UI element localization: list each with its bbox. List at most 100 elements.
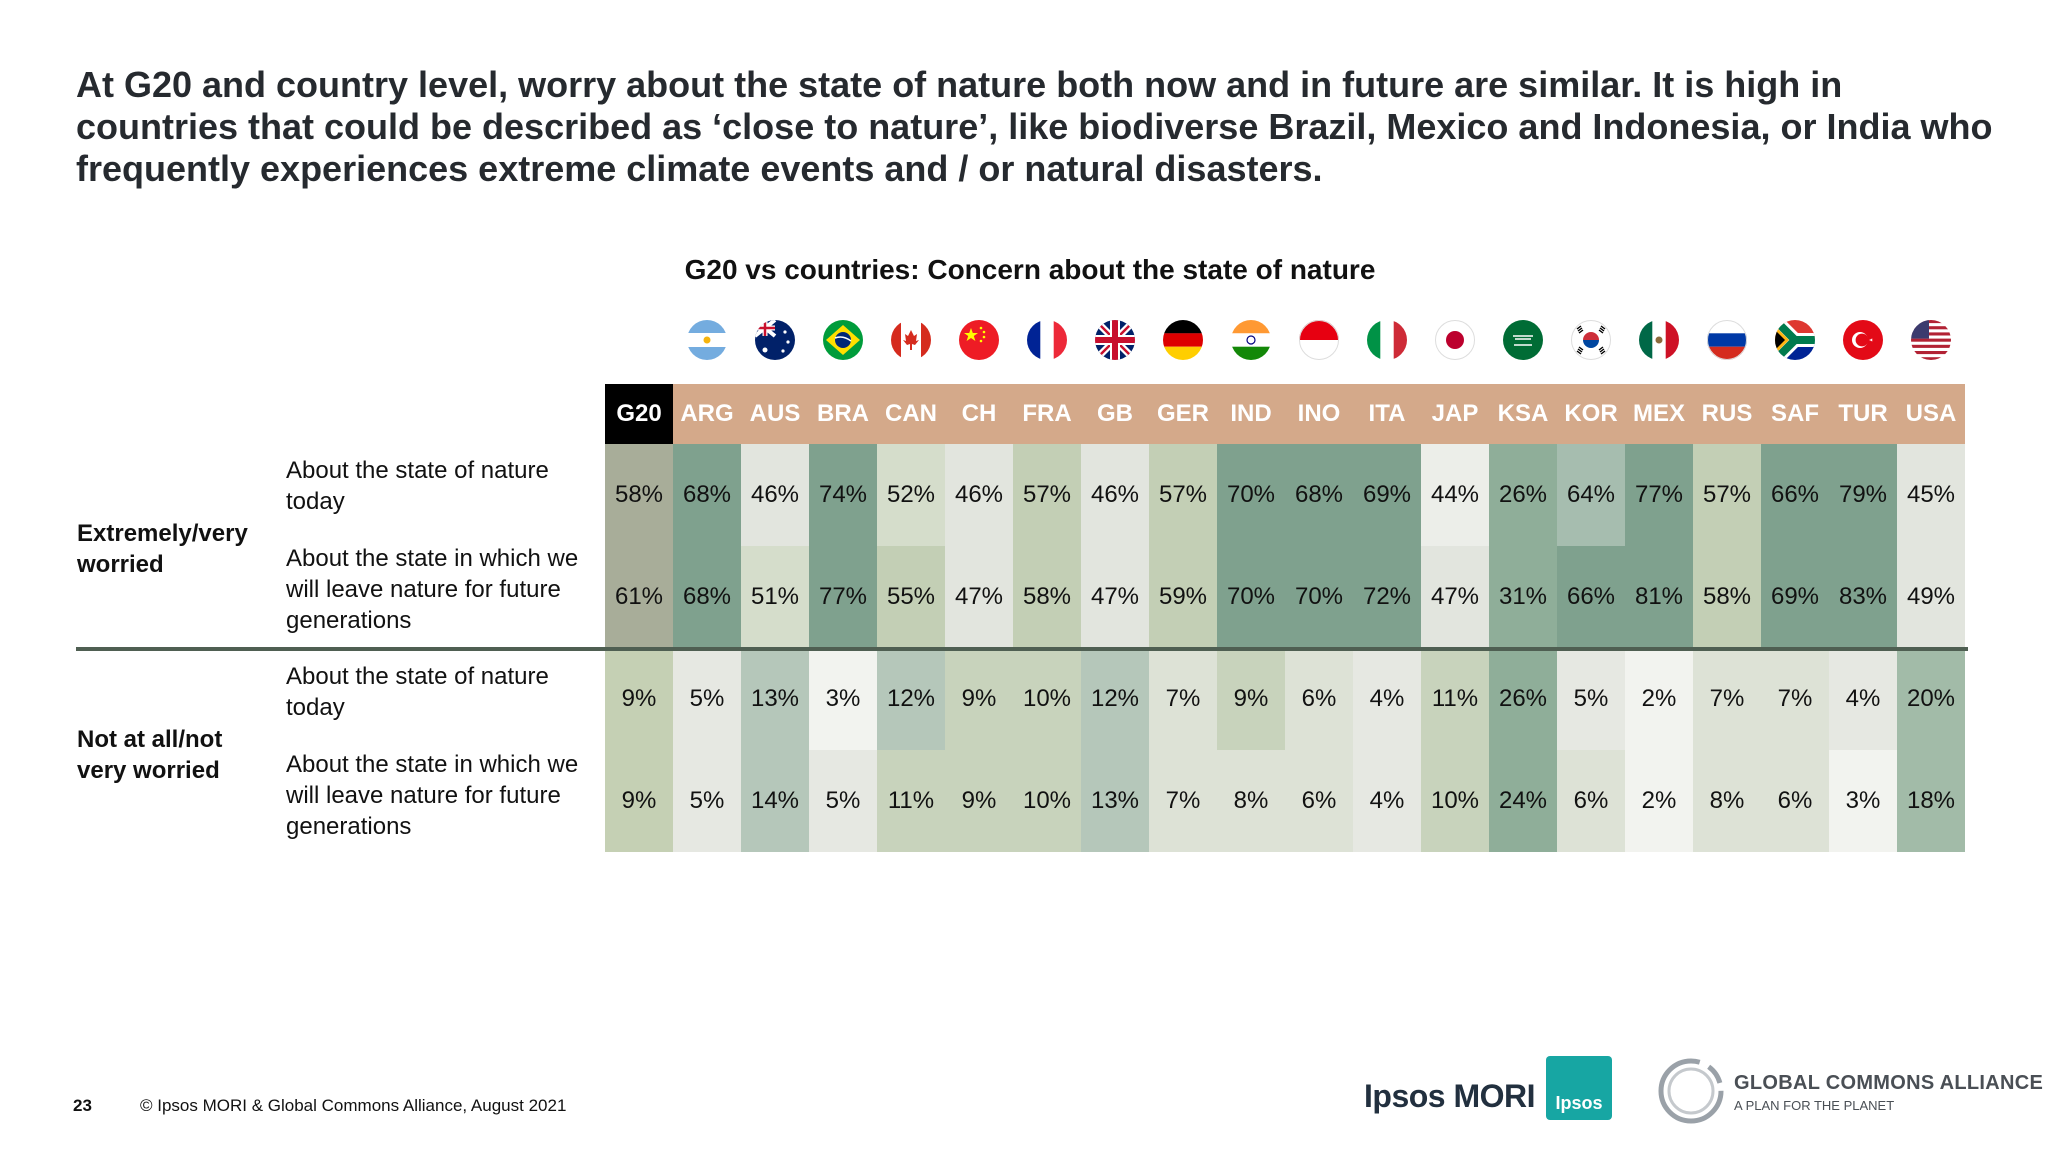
- value-cell-arg: 5%: [673, 648, 741, 750]
- value-cell-usa: 18%: [1897, 750, 1965, 852]
- value-cell-ch: 46%: [945, 444, 1013, 546]
- page-headline: At G20 and country level, worry about th…: [76, 64, 1993, 189]
- column-header-ind: IND: [1217, 384, 1285, 444]
- value-cell-ino: 6%: [1285, 648, 1353, 750]
- value-cell-ger: 59%: [1149, 546, 1217, 648]
- ipsos-mori-logo: Ipsos MORI: [1364, 1078, 1536, 1114]
- column-header-can: CAN: [877, 384, 945, 444]
- group-label-not-worried: Not at all/not very worried: [77, 726, 223, 784]
- value-cell-ch: 9%: [945, 750, 1013, 852]
- canada-flag-icon: [891, 320, 931, 360]
- value-cell-gb: 47%: [1081, 546, 1149, 648]
- value-cell-bra: 5%: [809, 750, 877, 852]
- value-cell-gb: 13%: [1081, 750, 1149, 852]
- column-header-bra: BRA: [809, 384, 877, 444]
- value-cell-ind: 9%: [1217, 648, 1285, 750]
- column-header-usa: USA: [1897, 384, 1965, 444]
- row-label-worried-today: About the state of nature today: [286, 457, 549, 515]
- column-header-g20: G20: [605, 384, 673, 444]
- brazil-flag-icon: [823, 320, 863, 360]
- ipsos-logo-text: Ipsos: [1555, 1093, 1603, 1113]
- italy-flag-icon: [1367, 320, 1407, 360]
- japan-flag-icon: [1435, 320, 1475, 360]
- value-cell-ind: 8%: [1217, 750, 1285, 852]
- value-cell-can: 52%: [877, 444, 945, 546]
- china-flag-icon: [959, 320, 999, 360]
- value-cell-aus: 51%: [741, 546, 809, 648]
- value-cell-g20: 58%: [605, 444, 673, 546]
- value-cell-ita: 4%: [1353, 750, 1421, 852]
- column-header-ita: ITA: [1353, 384, 1421, 444]
- value-cell-jap: 10%: [1421, 750, 1489, 852]
- value-cell-usa: 20%: [1897, 648, 1965, 750]
- value-cell-kor: 66%: [1557, 546, 1625, 648]
- value-cell-mex: 2%: [1625, 750, 1693, 852]
- column-header-fra: FRA: [1013, 384, 1081, 444]
- column-header-ch: CH: [945, 384, 1013, 444]
- row-label-worried-future: About the state in which we will leave n…: [286, 545, 579, 634]
- value-cell-kor: 6%: [1557, 750, 1625, 852]
- value-cell-rus: 8%: [1693, 750, 1761, 852]
- value-cell-arg: 5%: [673, 750, 741, 852]
- value-cell-saf: 6%: [1761, 750, 1829, 852]
- value-cell-fra: 57%: [1013, 444, 1081, 546]
- usa-flag-icon: [1911, 320, 1951, 360]
- australia-flag-icon: [755, 320, 795, 360]
- column-header-tur: TUR: [1829, 384, 1897, 444]
- global-commons-alliance-logo-icon: [1658, 1058, 1724, 1124]
- value-cell-gb: 46%: [1081, 444, 1149, 546]
- value-cell-g20: 61%: [605, 546, 673, 648]
- value-cell-jap: 44%: [1421, 444, 1489, 546]
- south-africa-flag-icon: [1775, 320, 1815, 360]
- column-header-ksa: KSA: [1489, 384, 1557, 444]
- value-cell-ksa: 31%: [1489, 546, 1557, 648]
- value-cell-can: 12%: [877, 648, 945, 750]
- value-cell-bra: 77%: [809, 546, 877, 648]
- value-cell-usa: 45%: [1897, 444, 1965, 546]
- group-divider: [76, 647, 1968, 651]
- header-row: G20 ARG AUS BRA CAN CH FRA GB GER IND INO ITA JAP KSA…: [605, 384, 1965, 444]
- value-cell-mex: 81%: [1625, 546, 1693, 648]
- russia-flag-icon: [1707, 320, 1747, 360]
- value-cell-usa: 49%: [1897, 546, 1965, 648]
- india-flag-icon: [1231, 320, 1271, 360]
- value-cell-gb: 12%: [1081, 648, 1149, 750]
- value-cell-kor: 5%: [1557, 648, 1625, 750]
- column-header-ino: INO: [1285, 384, 1353, 444]
- value-cell-ino: 68%: [1285, 444, 1353, 546]
- value-cell-aus: 14%: [741, 750, 809, 852]
- table-row: 61% 68% 51% 77% 55% 47% 58% 47% 59% 70% 70% 72% 47% 3…: [605, 546, 1965, 648]
- column-header-arg: ARG: [673, 384, 741, 444]
- table-row: 58% 68% 46% 74% 52% 46% 57% 46% 57% 70% 68% 69% 44% 2…: [605, 444, 1965, 546]
- value-cell-saf: 7%: [1761, 648, 1829, 750]
- column-header-aus: AUS: [741, 384, 809, 444]
- value-cell-jap: 11%: [1421, 648, 1489, 750]
- value-cell-tur: 3%: [1829, 750, 1897, 852]
- column-header-gb: GB: [1081, 384, 1149, 444]
- value-cell-ino: 70%: [1285, 546, 1353, 648]
- row-label-not-worried-today: About the state of nature today: [286, 663, 549, 721]
- uk-flag-icon: [1095, 320, 1135, 360]
- value-cell-mex: 77%: [1625, 444, 1693, 546]
- value-cell-arg: 68%: [673, 444, 741, 546]
- value-cell-saf: 69%: [1761, 546, 1829, 648]
- value-cell-ind: 70%: [1217, 444, 1285, 546]
- value-cell-aus: 46%: [741, 444, 809, 546]
- value-cell-ita: 69%: [1353, 444, 1421, 546]
- value-cell-ino: 6%: [1285, 750, 1353, 852]
- value-cell-fra: 10%: [1013, 648, 1081, 750]
- value-cell-arg: 68%: [673, 546, 741, 648]
- value-cell-ita: 72%: [1353, 546, 1421, 648]
- value-cell-can: 11%: [877, 750, 945, 852]
- page-number: 23: [73, 1096, 92, 1115]
- mexico-flag-icon: [1639, 320, 1679, 360]
- value-cell-ksa: 24%: [1489, 750, 1557, 852]
- indonesia-flag-icon: [1299, 320, 1339, 360]
- value-cell-ger: 7%: [1149, 750, 1217, 852]
- data-table: G20 ARG AUS BRA CAN CH FRA GB GER IND INO ITA JAP KSA…: [605, 384, 1965, 852]
- chart-title: G20 vs countries: Concern about the stat…: [684, 254, 1376, 285]
- value-cell-fra: 58%: [1013, 546, 1081, 648]
- value-cell-g20: 9%: [605, 648, 673, 750]
- value-cell-ksa: 26%: [1489, 648, 1557, 750]
- value-cell-rus: 57%: [1693, 444, 1761, 546]
